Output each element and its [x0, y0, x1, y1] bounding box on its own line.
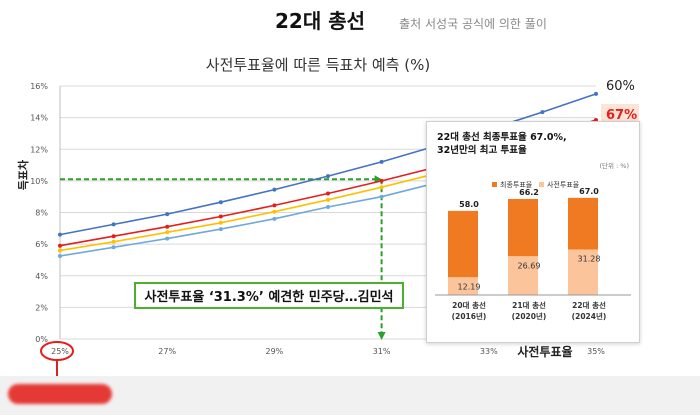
data-point: [272, 203, 277, 208]
guide-lines: [60, 175, 386, 340]
inset-categories: 20대 총선(2016년) 21대 총선(2020년) 22대 총선(2024년): [452, 300, 607, 321]
y-tick-label: 10%: [30, 177, 48, 186]
bar-total-label: 66.2: [519, 188, 539, 197]
y-tick-label: 14%: [30, 114, 48, 123]
data-point: [165, 224, 170, 229]
bottom-caption-band: [0, 376, 700, 415]
data-point: [111, 234, 116, 239]
category-label: 22대 총선: [572, 300, 606, 310]
inset-chart-card: 22대 총선 최종투표율 67.0%, 32년만의 최고 투표율 (단위 : %…: [426, 121, 640, 343]
bar-early-label: 26.69: [518, 261, 541, 270]
y-axis-label: 득표차: [16, 159, 30, 190]
bar-final: [448, 210, 478, 278]
data-point: [379, 159, 384, 164]
category-label: 21대 총선: [512, 300, 546, 310]
blurred-caption-text: [120, 384, 690, 404]
data-point: [165, 230, 170, 235]
x-tick-label: 31%: [373, 347, 391, 356]
y-tick-label: 4%: [35, 272, 48, 281]
x-tick-label: 25%: [51, 347, 69, 356]
inset-title-line1: 22대 총선 최종투표율 67.0%,: [437, 131, 567, 143]
inset-title-line2: 32년만의 최고 투표율: [437, 144, 527, 156]
blurred-caption-badge: [8, 384, 112, 404]
data-point: [111, 239, 116, 244]
end-labels: 60% 67%: [601, 79, 639, 123]
y-tick-label: 12%: [30, 145, 48, 154]
inset-chart: 22대 총선 최종투표율 67.0%, 32년만의 최고 투표율 (단위 : %…: [435, 131, 631, 321]
data-point: [326, 191, 330, 196]
y-tick-label: 2%: [35, 303, 48, 312]
data-point: [594, 117, 598, 122]
category-year: (2016년): [452, 311, 487, 321]
y-ticks: 0% 2% 4% 6% 8% 10% 12% 14% 16%: [30, 82, 48, 344]
bar-total-label: 67.0: [579, 187, 599, 196]
bar-early: [568, 249, 598, 295]
data-point: [58, 243, 62, 248]
category-year: (2020년): [512, 311, 547, 321]
x-tick-label: 29%: [266, 347, 284, 356]
legend-label-final: 최종투표율: [500, 180, 533, 189]
callout-box: 사전투표율 ‘31.3%’ 예견한 민주당…김민석: [134, 282, 404, 309]
bar-early: [508, 256, 538, 295]
x-ticks: 25% 27% 29% 31% 33% 35%: [51, 347, 605, 356]
y-tick-label: 6%: [35, 240, 48, 249]
bar-early: [448, 277, 478, 295]
data-point: [165, 236, 170, 241]
data-point: [594, 91, 598, 96]
y-tick-label: 16%: [30, 82, 48, 91]
legend-label-early: 사전투표율: [547, 180, 580, 189]
data-point: [326, 197, 330, 202]
callout-text: 사전투표율 ‘31.3%’ 예견한 민주당…김민석: [144, 290, 394, 305]
guide-arrow-down: [377, 332, 386, 340]
bar-early-label: 12.19: [458, 282, 481, 291]
end-label-red: 67%: [606, 108, 637, 123]
data-point: [218, 227, 223, 232]
data-point: [379, 178, 384, 183]
bar-final: [568, 197, 598, 250]
x-tick-label: 35%: [587, 347, 605, 356]
data-point: [272, 187, 277, 192]
category-year: (2024년): [572, 311, 607, 321]
x-tick-label: 33%: [480, 347, 498, 356]
x-axis-label: 사전투표율: [517, 344, 572, 359]
legend-swatch-final: [492, 182, 497, 187]
data-point: [540, 110, 545, 115]
data-point: [218, 200, 223, 205]
data-point: [272, 209, 277, 214]
chart-title: 사전투표율에 따른 득표차 예측 (%): [206, 56, 430, 74]
inset-unit: (단위 : %): [599, 161, 629, 170]
data-point: [218, 214, 223, 219]
data-point: [58, 253, 62, 258]
header-title: 22대 총선: [275, 9, 365, 33]
data-point: [326, 174, 330, 179]
data-point: [272, 216, 277, 221]
data-point: [111, 222, 116, 227]
x-tick-label: 27%: [158, 347, 176, 356]
bar-early-label: 31.28: [578, 255, 601, 264]
y-tick-label: 8%: [35, 209, 48, 218]
data-point: [58, 232, 62, 237]
category-label: 20대 총선: [452, 300, 486, 310]
bar-total-label: 58.0: [459, 200, 479, 209]
inset-bars: 58.0 12.19 66.2 26.69 67.0 31.28: [448, 187, 600, 295]
data-point: [111, 245, 116, 250]
data-point: [58, 248, 62, 253]
data-point: [165, 212, 170, 217]
end-label-blue: 60%: [606, 79, 635, 94]
legend-swatch-early: [539, 182, 544, 187]
data-point: [379, 185, 384, 190]
bar-final: [508, 199, 538, 257]
end-label-highlight: [601, 103, 639, 123]
data-point: [379, 194, 384, 199]
data-point: [326, 204, 330, 209]
data-point: [218, 220, 223, 225]
header-subtitle: 출처 서성국 공식에 의한 풀이: [399, 17, 547, 31]
y-tick-label: 0%: [35, 335, 48, 344]
guide-arrow-right: [374, 175, 382, 184]
